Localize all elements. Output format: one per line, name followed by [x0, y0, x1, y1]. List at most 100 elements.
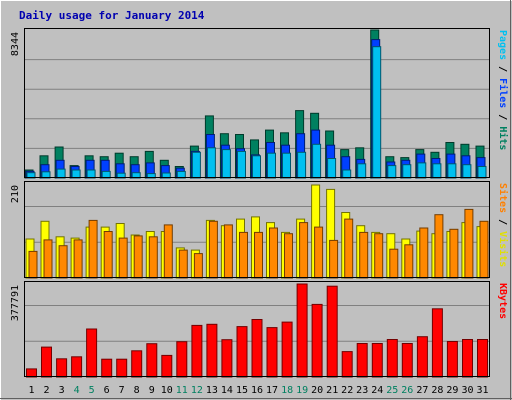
bar-sites-day-8: [133, 235, 143, 279]
x-axis-day-labels: 1 2 3 4 5 6 7 8 9 10 11 12 13 14 15 16 17 18 19 20 21 22 23 24 2…: [28, 385, 488, 396]
bar-pages-day-4: [71, 169, 81, 179]
bar-kbytes-day-2: [41, 346, 52, 378]
bar-pages-day-16: [252, 155, 261, 179]
bar-pages-day-21: [327, 158, 337, 179]
x-tick-day-27: 27: [416, 385, 428, 396]
bar-pages-day-12: [191, 151, 201, 179]
axis-label: Sites / Visits: [497, 183, 509, 267]
x-tick-day-8: 8: [134, 385, 140, 396]
bar-sites-day-20: [314, 226, 324, 279]
axis-label-part: Sites: [497, 183, 509, 213]
bar-pages-day-14: [221, 149, 231, 179]
bar-pages-day-29: [447, 163, 457, 179]
bar-sites-day-10: [163, 224, 173, 279]
bar-kbytes-day-10: [161, 354, 173, 378]
bar-sites-day-11: [178, 249, 188, 279]
bar-sites-day-5: [88, 219, 98, 279]
panel-kbytes: 377791 KBytes: [10, 281, 508, 378]
bar-sites-day-3: [58, 245, 68, 279]
x-tick-day-1: 1: [28, 385, 34, 396]
x-tick-day-6: 6: [104, 385, 110, 396]
max-value-label: 8344: [10, 32, 21, 56]
bar-kbytes-day-8: [131, 350, 143, 378]
x-tick-day-31: 31: [476, 385, 488, 396]
bar-sites-day-12: [193, 253, 203, 279]
x-tick-day-23: 23: [356, 385, 368, 396]
bar-sites-day-2: [43, 239, 53, 279]
chart-panels: 8344 Pages / Files / Hits 210 Sites / Visit…: [10, 28, 509, 378]
panel-frame: [24, 281, 490, 377]
bar-pages-day-28: [432, 163, 442, 179]
bar-kbytes-day-31: [477, 339, 488, 378]
bar-kbytes-day-5: [86, 328, 98, 378]
bar-kbytes-day-12: [191, 324, 203, 378]
bar-kbytes-day-21: [326, 285, 338, 378]
x-tick-day-13: 13: [206, 385, 218, 396]
x-tick-day-20: 20: [311, 385, 323, 396]
bar-sites-day-18: [284, 233, 293, 279]
axis-label-part: Hits: [497, 126, 509, 150]
series-sites: [28, 208, 489, 279]
panel-hits-files-pages: 8344 Pages / Files / Hits: [10, 28, 509, 179]
bar-pages-day-31: [477, 166, 487, 179]
bar-pages-day-24: [372, 46, 382, 179]
bar-sites-day-7: [118, 237, 128, 279]
bar-sites-day-21: [329, 239, 339, 279]
axis-label: Pages / Files / Hits: [497, 30, 509, 150]
bar-sites-day-26: [404, 244, 414, 279]
bar-kbytes-day-14: [221, 339, 233, 378]
bar-kbytes-day-28: [431, 308, 443, 378]
x-tick-day-17: 17: [266, 385, 278, 396]
axis-label-part: Visits: [497, 231, 509, 267]
bar-kbytes-day-11: [176, 341, 188, 378]
x-tick-day-4: 4: [74, 385, 80, 396]
bar-pages-day-19: [297, 151, 307, 179]
bar-kbytes-day-25: [386, 339, 398, 378]
bar-kbytes-day-13: [206, 323, 218, 378]
x-tick-day-19: 19: [296, 385, 308, 396]
x-tick-day-14: 14: [221, 385, 233, 396]
bar-sites-day-23: [359, 231, 369, 279]
bar-pages-day-5: [86, 169, 96, 179]
x-tick-day-3: 3: [59, 385, 65, 396]
bar-kbytes-day-20: [311, 303, 323, 378]
bar-pages-day-15: [237, 150, 246, 179]
series-kbytes: [26, 283, 488, 378]
bar-pages-day-17: [267, 152, 276, 179]
bar-pages-day-30: [462, 164, 472, 179]
bar-sites-day-25: [389, 248, 399, 279]
axis-label-part: /: [497, 108, 508, 126]
max-value-label: 377791: [10, 285, 21, 321]
bar-kbytes-day-9: [146, 343, 158, 378]
x-tick-day-28: 28: [431, 385, 443, 396]
x-tick-day-2: 2: [43, 385, 49, 396]
panel-frame: [24, 28, 490, 178]
x-tick-day-25: 25: [386, 385, 398, 396]
x-tick-day-21: 21: [326, 385, 338, 396]
bar-sites-day-14: [223, 224, 233, 279]
bar-kbytes-day-30: [462, 339, 473, 378]
bar-pages-day-27: [417, 162, 427, 179]
x-tick-day-9: 9: [149, 385, 155, 396]
bar-sites-day-19: [299, 222, 309, 279]
bar-kbytes-day-7: [116, 358, 128, 378]
x-tick-day-18: 18: [281, 385, 293, 396]
bar-kbytes-day-15: [236, 326, 248, 378]
bar-kbytes-day-17: [266, 327, 278, 378]
bar-sites-day-24: [374, 233, 384, 279]
bar-kbytes-day-23: [356, 343, 368, 378]
bar-sites-day-9: [148, 236, 158, 279]
bar-kbytes-day-27: [416, 336, 428, 378]
bar-sites-day-27: [419, 227, 429, 279]
axis-label-part: /: [497, 213, 508, 231]
bar-sites-day-29: [449, 228, 459, 279]
bar-kbytes-day-4: [71, 356, 83, 378]
x-tick-day-24: 24: [371, 385, 383, 396]
x-tick-day-15: 15: [236, 385, 248, 396]
bar-kbytes-day-3: [56, 358, 68, 378]
x-tick-day-16: 16: [251, 385, 263, 396]
bar-pages-day-23: [357, 163, 367, 179]
bar-kbytes-day-18: [281, 321, 293, 378]
bar-sites-day-6: [103, 231, 113, 279]
bar-sites-day-16: [254, 231, 263, 279]
